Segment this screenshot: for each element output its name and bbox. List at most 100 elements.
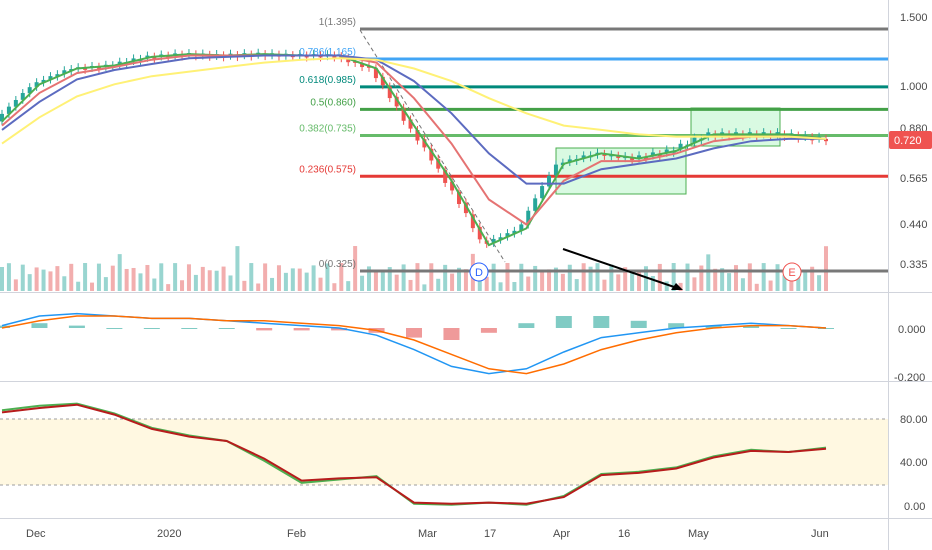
volume-bar	[90, 282, 95, 291]
volume-bar	[76, 281, 81, 291]
volume-bar	[733, 265, 738, 291]
candle-body	[380, 76, 385, 86]
candle-body	[754, 134, 759, 137]
volume-bar	[740, 278, 745, 291]
volume-bar	[13, 279, 18, 291]
time-tick: Jun	[811, 528, 829, 540]
volume-bar	[83, 263, 88, 291]
candle-body	[145, 55, 150, 58]
volume-bar	[0, 267, 4, 291]
time-tick: May	[688, 528, 709, 540]
candle-body	[20, 93, 25, 100]
macd-histogram-bar	[480, 328, 497, 333]
volume-bar	[616, 274, 621, 291]
price-tick: 0.335	[900, 259, 928, 271]
volume-bar	[491, 263, 496, 291]
volume-bar	[512, 282, 517, 291]
volume-bar	[145, 264, 150, 291]
volume-bar	[207, 270, 212, 291]
volume-bar	[339, 263, 344, 291]
rsi-axis[interactable]: 80.00 40.00 0.00	[900, 414, 928, 513]
volume-bar	[623, 267, 628, 291]
candle-body	[553, 164, 558, 176]
volume-bar	[678, 282, 683, 291]
candle-body	[401, 107, 406, 121]
fib-level-label: 0.5(0.860)	[310, 97, 356, 108]
candle-body	[775, 132, 780, 135]
volume-bar	[553, 267, 558, 291]
volume-bar	[713, 268, 718, 291]
candle-body	[131, 58, 136, 62]
volume-bar	[450, 273, 455, 291]
macd-histogram-bar	[406, 328, 422, 338]
rsi-tick: 80.00	[900, 414, 928, 426]
candle-body	[13, 99, 18, 107]
volume-bar	[20, 264, 25, 291]
price-axis[interactable]: 1.500 1.000 0.880 0.565 0.440 0.335 0.72…	[889, 12, 932, 271]
rsi-tick: 40.00	[900, 457, 928, 469]
candle-body	[602, 153, 607, 156]
candle-body	[470, 214, 475, 229]
volume-bar	[422, 284, 427, 291]
volume-bar	[436, 278, 441, 291]
price-tick: 1.000	[900, 81, 928, 93]
volume-bar	[270, 277, 275, 291]
volume-bar	[159, 263, 164, 291]
time-tick: 2020	[157, 528, 181, 540]
volume-bar	[228, 275, 233, 291]
volume-bar	[817, 275, 822, 291]
volume-bar	[290, 268, 295, 291]
volume-bar	[526, 276, 531, 291]
macd-histogram-bar	[818, 328, 834, 329]
macd-histogram-bar	[106, 328, 123, 329]
volume-bar	[581, 263, 586, 291]
current-price-label: 0.720	[894, 135, 922, 147]
candle-body	[526, 210, 531, 225]
fib-level-label: 1(1.395)	[319, 17, 356, 28]
volume-bar	[318, 277, 323, 291]
rsi-tick: 0.00	[904, 501, 925, 513]
volume-bar	[643, 266, 648, 291]
event-marker-dividend[interactable]	[469, 262, 489, 282]
volume-bar	[782, 275, 787, 291]
volume-bar	[214, 270, 219, 291]
volume-bar	[727, 273, 732, 291]
volume-bar	[630, 269, 635, 291]
event-marker-earnings[interactable]	[782, 262, 802, 282]
volume-bar	[173, 263, 178, 291]
volume-bar	[34, 267, 39, 291]
candle-body	[664, 149, 669, 153]
volume-bar	[138, 273, 143, 291]
volume-bar	[380, 270, 385, 291]
volume-bar	[747, 263, 752, 291]
volume-bars	[0, 246, 828, 291]
volume-bar	[193, 274, 198, 291]
volume-bar	[692, 277, 697, 291]
volume-bar	[235, 246, 240, 291]
volume-bar	[401, 264, 406, 291]
candle-body	[616, 155, 621, 158]
candle-body	[692, 137, 697, 143]
volume-bar	[346, 281, 351, 291]
volume-bar	[685, 263, 690, 291]
volume-bar	[186, 264, 191, 291]
volume-bar	[602, 279, 607, 291]
candle-body	[443, 170, 448, 183]
rsi-line	[1, 402, 827, 506]
volume-bar	[463, 269, 468, 291]
volume-bar	[505, 263, 510, 291]
macd-tick: 0.000	[898, 324, 926, 336]
time-axis[interactable]: Dec 2020 Feb Mar 17 Apr 16 May Jun	[26, 528, 829, 540]
candle-body	[727, 134, 732, 137]
macd-histogram-bar	[668, 323, 685, 328]
candle-body	[733, 132, 738, 135]
candle-body	[415, 130, 420, 141]
candle-body	[96, 66, 101, 69]
macd-histogram-bar	[181, 328, 198, 329]
rsi-indicator	[1, 402, 827, 506]
candle-body	[540, 186, 545, 199]
macd-histogram-bar	[630, 320, 647, 328]
arrow-trend-line[interactable]	[562, 248, 681, 290]
macd-axis[interactable]: 0.000 -0.200	[894, 324, 926, 384]
